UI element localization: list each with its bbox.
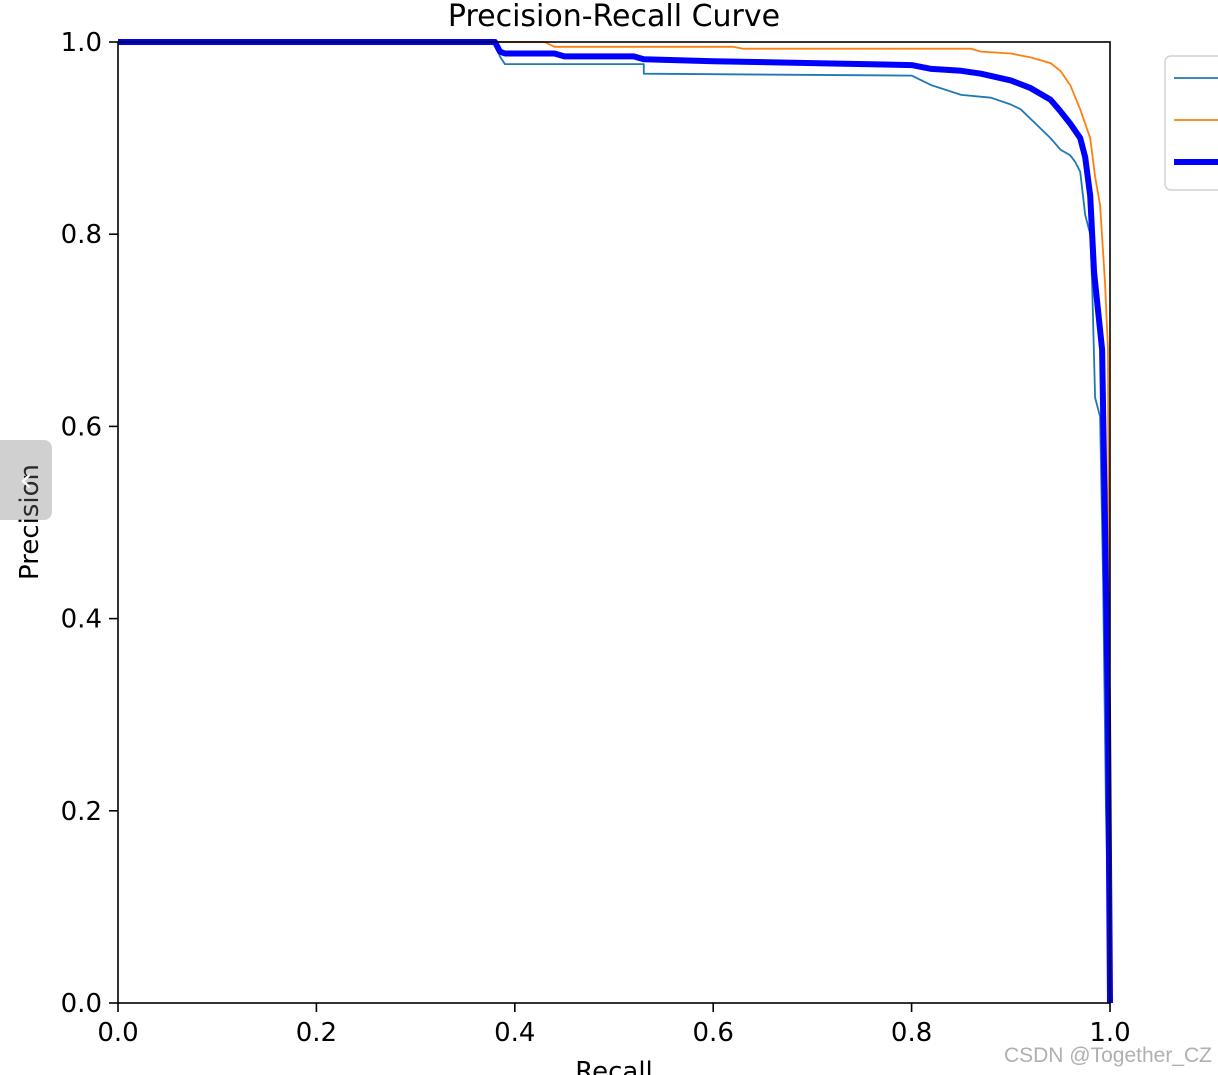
x-tick-label: 0.0 xyxy=(97,1018,138,1048)
plot-frame xyxy=(117,41,1111,1004)
y-tick-label: 0.8 xyxy=(61,220,102,250)
y-tick-label: 0.4 xyxy=(61,605,102,635)
series-line-2 xyxy=(118,41,1111,1004)
x-ticks: 0.0 0.2 0.4 0.6 0.8 1.0 xyxy=(97,1003,1131,1048)
y-tick-label: 1.0 xyxy=(61,28,102,58)
x-tick-label: 0.8 xyxy=(891,1018,932,1048)
x-axis-title: Recall xyxy=(575,1057,653,1075)
x-tick-label: 0.6 xyxy=(693,1018,734,1048)
series-layer xyxy=(118,39,1113,1004)
y-ticks: 0.0 0.2 0.4 0.6 0.8 1.0 xyxy=(61,28,118,1019)
legend-entries xyxy=(1174,77,1218,165)
chart-title: Precision-Recall Curve xyxy=(448,0,780,34)
series-line-3 xyxy=(118,39,1113,1004)
y-axis-title: Precision xyxy=(15,464,45,580)
watermark: CSDN @Together_CZ xyxy=(1004,1044,1212,1067)
legend-frame xyxy=(1164,55,1218,191)
y-tick-label: 0.2 xyxy=(61,797,102,827)
y-tick-label: 0.6 xyxy=(61,412,102,442)
plot-background xyxy=(118,42,1110,1003)
x-tick-label: 0.4 xyxy=(494,1018,535,1048)
x-tick-label: 0.2 xyxy=(296,1018,337,1048)
legend xyxy=(1164,55,1218,191)
chevron-left-icon[interactable]: ‹ xyxy=(0,440,52,520)
x-tick-label: 1.0 xyxy=(1089,1018,1130,1048)
y-tick-label: 0.0 xyxy=(61,989,102,1019)
series-line-1 xyxy=(118,41,1111,1004)
